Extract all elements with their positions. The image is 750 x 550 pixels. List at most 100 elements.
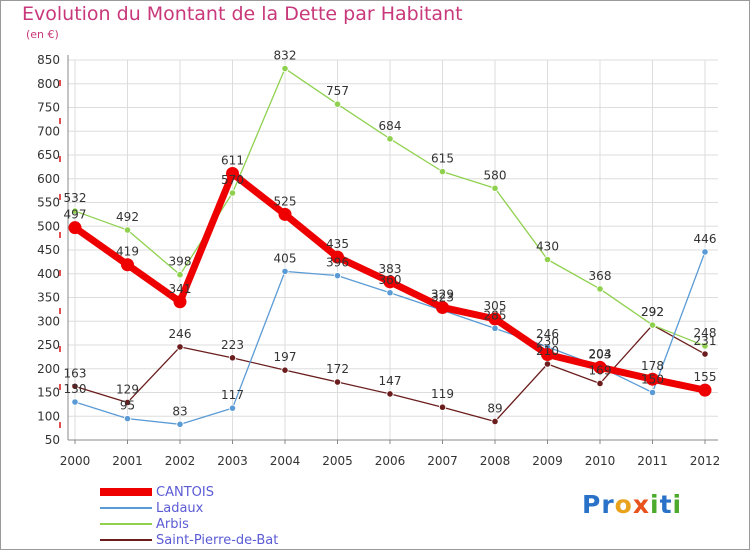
data-label: 341: [169, 282, 192, 296]
y-tick-label: 850: [37, 53, 60, 67]
data-point: [383, 275, 397, 289]
data-point: [331, 250, 344, 264]
chart-title: Evolution du Montant de la Dette par Hab…: [22, 3, 463, 25]
data-point: [646, 372, 659, 386]
data-point: [278, 207, 292, 221]
data-label: 230: [536, 335, 559, 349]
data-point: [333, 100, 342, 108]
data-point: [596, 285, 604, 293]
data-label: 197: [274, 350, 297, 364]
data-point: [491, 184, 499, 192]
y-tick-label: 50: [45, 433, 60, 447]
data-label: 492: [116, 210, 139, 224]
data-label: 246: [169, 327, 192, 341]
data-label: 129: [116, 382, 139, 396]
data-label: 757: [326, 84, 349, 98]
y-tick-label: 250: [37, 338, 60, 352]
data-point: [333, 378, 342, 386]
legend-swatch: [100, 539, 152, 541]
data-label: 231: [694, 334, 717, 348]
data-label: 525: [274, 194, 297, 208]
data-label: 419: [116, 245, 139, 259]
x-tick-label: 2006: [375, 454, 406, 468]
y-tick-label: 700: [37, 124, 60, 138]
legend: CANTOIS Ladaux Arbis Saint-Pierre-de-Bat: [100, 484, 278, 548]
data-label: 155: [694, 370, 717, 384]
data-point: [596, 379, 604, 388]
data-point: [333, 272, 342, 280]
data-point: [698, 383, 712, 397]
data-label: 292: [641, 305, 664, 319]
x-tick-label: 2009: [532, 454, 563, 468]
data-label: 360: [379, 273, 402, 287]
y-tick-label: 450: [37, 243, 60, 257]
y-tick-label: 550: [37, 196, 60, 210]
data-label: 580: [484, 168, 507, 182]
data-label: 446: [694, 232, 717, 246]
x-tick-label: 2002: [165, 454, 196, 468]
legend-item: CANTOIS: [100, 484, 278, 500]
legend-label: Saint-Pierre-de-Bat: [156, 532, 279, 548]
data-point: [436, 300, 449, 314]
y-tick-label: 600: [37, 172, 60, 186]
data-label: 396: [326, 256, 349, 270]
data-point: [281, 267, 289, 275]
data-label: 532: [64, 191, 87, 205]
data-point: [123, 398, 132, 407]
data-point: [701, 248, 709, 256]
y-tick-label: 650: [37, 148, 60, 162]
x-tick-label: 2004: [270, 454, 301, 468]
data-point: [701, 350, 709, 358]
proxiti-logo: Proxiti: [582, 490, 682, 519]
data-point: [123, 226, 132, 234]
y-tick-label: 200: [37, 362, 60, 376]
data-label: 832: [274, 49, 297, 63]
data-label: 163: [64, 366, 87, 380]
legend-item: Arbis: [100, 516, 278, 532]
data-point: [228, 354, 237, 362]
data-point: [438, 168, 447, 176]
data-point: [648, 321, 657, 329]
legend-item: Saint-Pierre-de-Bat: [100, 532, 278, 548]
data-label: 285: [484, 308, 507, 322]
data-point: [71, 398, 79, 406]
legend-label: Ladaux: [156, 500, 204, 516]
data-label: 147: [379, 374, 402, 388]
data-label: 435: [326, 237, 349, 251]
data-label: 95: [120, 399, 135, 413]
y-tick-label: 750: [37, 101, 60, 115]
y-tick-label: 300: [37, 314, 60, 328]
data-point: [281, 64, 289, 73]
y-tick-label: 800: [37, 77, 60, 91]
data-point: [71, 207, 79, 215]
data-label: 329: [431, 287, 454, 301]
data-label: 89: [487, 401, 502, 415]
logo-letter: x: [632, 490, 650, 519]
data-point: [648, 388, 657, 397]
y-tick-label: 500: [37, 219, 60, 233]
data-label: 169: [589, 363, 612, 377]
data-point: [176, 420, 184, 428]
data-label: 204: [589, 347, 612, 361]
data-point: [386, 390, 394, 398]
logo-letter: t: [659, 490, 673, 519]
data-point: [491, 417, 499, 426]
logo-letter: i: [650, 490, 660, 519]
x-tick-label: 2003: [217, 454, 248, 468]
data-label: 119: [431, 387, 454, 401]
data-label: 305: [484, 299, 507, 313]
data-point: [226, 167, 239, 181]
data-point: [68, 221, 82, 235]
x-tick-label: 2008: [480, 454, 511, 468]
data-point: [543, 255, 552, 264]
data-point: [281, 366, 289, 374]
data-label: 323: [431, 290, 454, 304]
data-label: 248: [694, 326, 717, 340]
data-label: 203: [589, 347, 612, 361]
data-label: 83: [172, 404, 187, 418]
data-point: [491, 324, 499, 332]
logo-letter: i: [672, 490, 683, 519]
data-point: [121, 258, 134, 272]
data-label: 611: [221, 154, 244, 168]
data-point: [386, 135, 394, 143]
